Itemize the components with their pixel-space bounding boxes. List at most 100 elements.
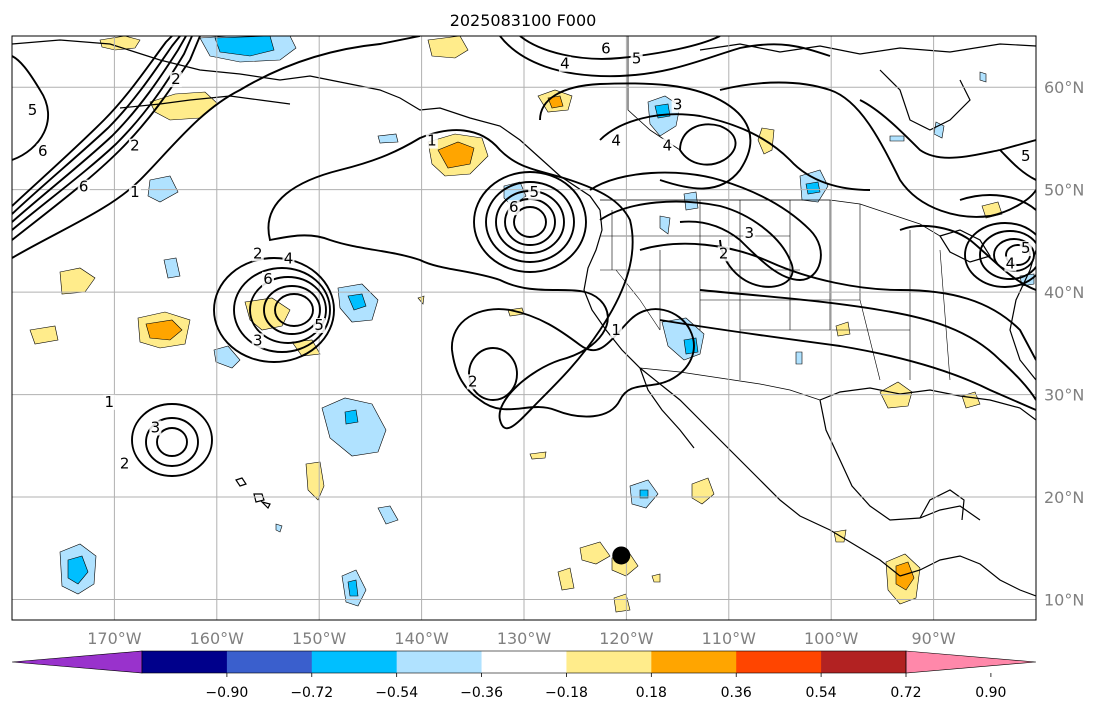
contour-line (274, 293, 314, 327)
contour-label: 5 (1021, 239, 1031, 257)
negative-anomaly-patches (59, 36, 1035, 607)
anomaly-patch (163, 257, 181, 279)
contour-label: 4 (1006, 255, 1016, 273)
longitude-tick-label: 100°W (804, 629, 859, 648)
anomaly-patch (579, 541, 611, 565)
anomaly-patch (67, 555, 89, 585)
anomaly-patch (347, 579, 359, 597)
longitude-tick-label: 90°W (912, 629, 956, 648)
contour-label-background (282, 251, 295, 267)
contour-line (451, 308, 695, 418)
colorbar-segment (481, 651, 567, 673)
contour-line (599, 200, 794, 288)
contour-label-background (466, 374, 479, 390)
anomaly-shading (29, 36, 1035, 613)
anomaly-patch (244, 297, 291, 331)
contour-label-background (630, 51, 643, 67)
contour-label: 2 (171, 70, 181, 88)
coastline-west-coast (583, 209, 901, 577)
contour-label-background (1019, 241, 1032, 257)
contour-line (156, 427, 188, 457)
contour-label: 1 (105, 393, 115, 411)
colorbar-segment (226, 651, 313, 673)
contour-label: 2 (468, 372, 478, 390)
contour-label-background (149, 420, 162, 436)
anomaly-patch (895, 561, 915, 591)
contour-label: 5 (632, 50, 642, 68)
border-us-mexico (639, 367, 821, 401)
anomaly-patch (29, 325, 59, 345)
colorbar (11, 650, 1037, 674)
contour-label-background (251, 246, 264, 262)
anomaly-patch (557, 567, 575, 591)
contour-line (699, 289, 1036, 401)
anomaly-patch (59, 267, 96, 295)
contour-label-background (251, 333, 264, 349)
anomaly-patch (683, 191, 699, 211)
contour-label-background (743, 225, 756, 241)
colorbar-segment (651, 651, 737, 673)
coastline-east-coast (1009, 249, 1036, 381)
contour-label-background (425, 133, 438, 149)
anomaly-patch (659, 215, 671, 235)
latitude-tick-label: 20°N (1044, 488, 1084, 507)
contour-label: 3 (745, 224, 755, 242)
anomaly-patch (683, 337, 699, 355)
contour-line (145, 417, 199, 467)
contour-label: 6 (263, 270, 273, 288)
colorbar-upper-extension (905, 650, 1037, 674)
longitude-tick-label: 130°W (497, 629, 552, 648)
anomaly-patch (437, 141, 475, 169)
contour-line (964, 222, 1036, 288)
colorbar-lower-extension (11, 650, 143, 674)
contour-label-background (1019, 148, 1032, 164)
contour-label: 6 (79, 178, 89, 196)
contour-line (12, 36, 173, 207)
latitude-tick-label: 40°N (1044, 283, 1084, 302)
contour-label-background (558, 56, 571, 72)
colorbar-segment (736, 651, 822, 673)
state-border (600, 200, 951, 381)
anomaly-patch (275, 523, 283, 533)
colorbar-tick-label: 0.36 (721, 685, 752, 701)
colorbar-tick-label: −0.72 (290, 685, 333, 701)
anomaly-patch (547, 95, 564, 109)
map-title: 2025083100 F000 (450, 11, 597, 30)
contour-line (659, 319, 1036, 411)
storm-position-marker (612, 546, 631, 565)
contour-line (12, 36, 187, 223)
contour-line (719, 81, 1036, 218)
contour-label: 4 (663, 137, 673, 155)
contour-line (12, 36, 421, 259)
coastline-alaska (12, 39, 601, 211)
colorbar-segment (396, 651, 483, 673)
coastline-gulf (819, 387, 1036, 421)
contour-label-background (26, 102, 39, 118)
contour-label: 4 (611, 132, 621, 150)
contour-label-background (169, 72, 182, 88)
contour-line (263, 285, 321, 335)
contour-label-background (118, 456, 131, 472)
contour-label: 1 (427, 132, 437, 150)
contour-label: 1 (130, 183, 140, 201)
colorbar-tick-label: 0.18 (636, 685, 667, 701)
colorbar-segment (566, 651, 652, 673)
colorbar-tick-label: −0.90 (205, 685, 248, 701)
anomaly-patch (805, 181, 821, 195)
contour-line (999, 149, 1036, 181)
colorbar-tick-label: −0.36 (460, 685, 503, 701)
contour-label: 6 (38, 142, 48, 160)
contour-label-background (128, 184, 141, 200)
contour-line (473, 171, 587, 273)
anomaly-patch (889, 135, 905, 142)
contour-label-background (1004, 256, 1017, 272)
latitude-tick-label: 50°N (1044, 181, 1084, 200)
longitude-tick-label: 120°W (599, 629, 654, 648)
contour-label-background (528, 184, 541, 200)
coastline-aleutians (119, 95, 291, 109)
contour-label: 5 (529, 183, 539, 201)
contour-label: 5 (28, 101, 38, 119)
coastline-baja (639, 367, 695, 449)
latitude-tick-label: 60°N (1044, 78, 1084, 97)
